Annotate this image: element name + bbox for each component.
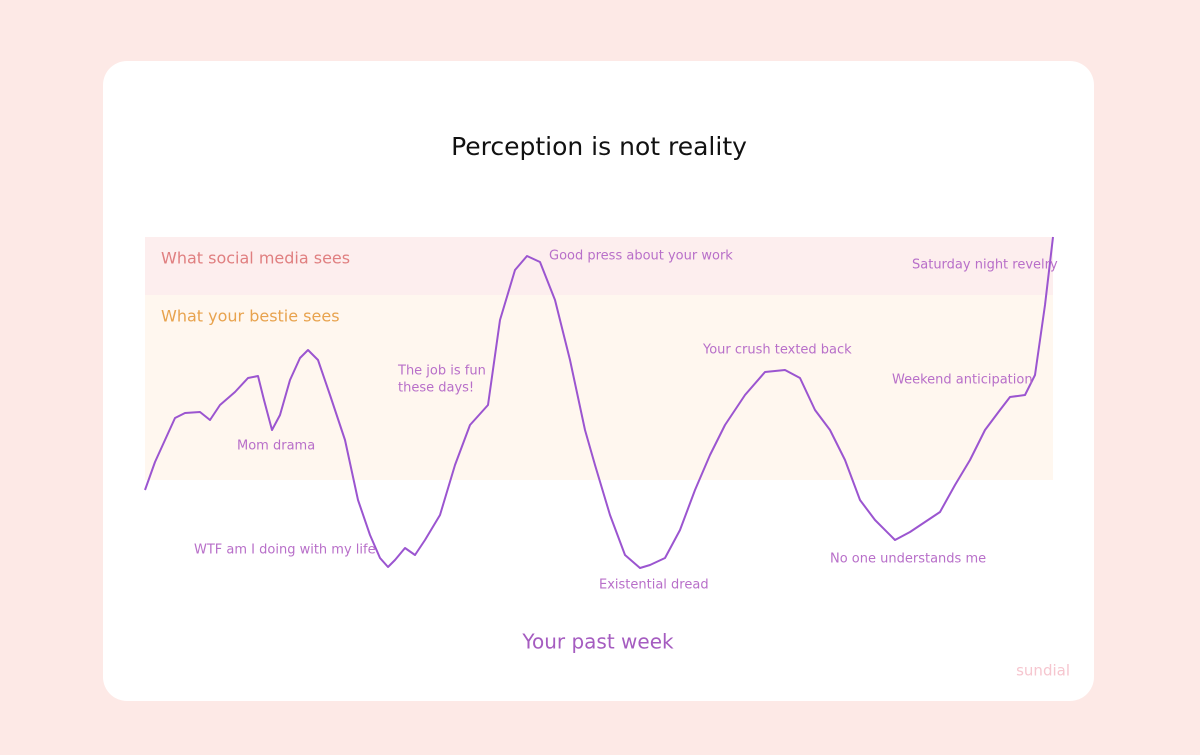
annotation: WTF am I doing with my life <box>194 543 376 558</box>
annotation: Your crush texted back <box>702 343 852 358</box>
annotation: Good press about your work <box>549 249 733 264</box>
band-label: What your bestie sees <box>161 307 340 326</box>
annotation: The job is fun <box>397 364 486 379</box>
annotation: Weekend anticipation <box>892 373 1033 388</box>
band-label: What social media sees <box>161 249 350 268</box>
chart-title: Perception is not reality <box>451 132 747 161</box>
band <box>145 237 1053 295</box>
annotation: Existential dread <box>599 578 709 593</box>
line <box>144 236 1054 569</box>
band <box>145 295 1053 480</box>
annotation: Mom drama <box>237 439 315 454</box>
annotation: Saturday night revelry <box>912 258 1058 273</box>
brand: sundial <box>1016 662 1070 680</box>
annotation: these days! <box>398 381 474 396</box>
x-axis-label: Your past week <box>521 630 674 654</box>
annotation: No one understands me <box>830 552 986 567</box>
